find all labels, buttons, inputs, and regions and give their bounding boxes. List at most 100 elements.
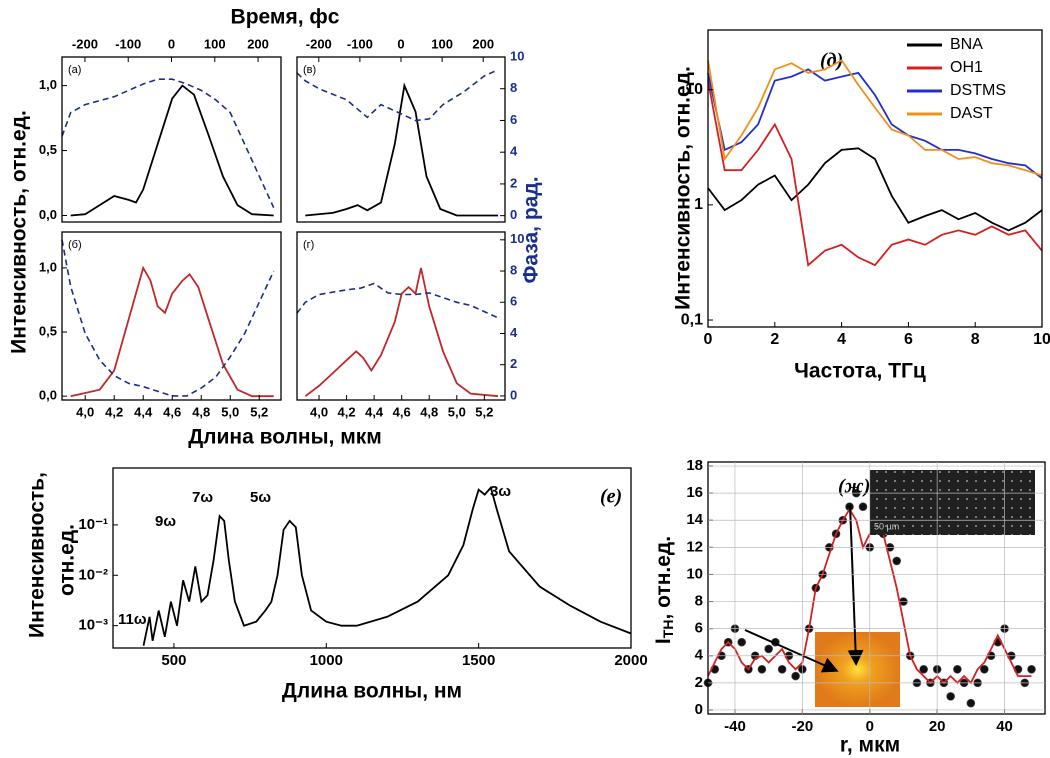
x-tick-label: 4,0 xyxy=(310,404,328,419)
y2-tick-label: 4 xyxy=(510,144,518,159)
y-tick-label: 14 xyxy=(686,511,703,528)
panel-label: (ж) xyxy=(838,476,870,498)
data-point xyxy=(919,664,928,674)
panel-label: (б) xyxy=(68,239,82,251)
data-line xyxy=(707,68,1043,180)
data-line xyxy=(707,59,1043,177)
annotation: 5ω xyxy=(250,489,271,506)
y-axis-title: отн.ед. xyxy=(56,524,79,596)
y2-tick-label: 0 xyxy=(510,207,517,222)
data-point xyxy=(757,664,767,674)
x-tick-label: 20 xyxy=(929,718,946,735)
y-axis-title: ITH, отн.ед. xyxy=(652,536,676,644)
plot-frame xyxy=(61,56,282,223)
data-line xyxy=(707,80,1043,267)
y-tick-label: 1 xyxy=(694,196,703,213)
x-tick-label: -40 xyxy=(724,718,746,735)
data-point xyxy=(791,671,800,681)
plot-frame xyxy=(707,29,1043,328)
x-tick-label: 1000 xyxy=(310,652,343,669)
x-tick-label: 4,8 xyxy=(192,404,210,419)
plot-frame xyxy=(61,231,282,401)
x-tick-label: 4,0 xyxy=(76,404,94,419)
x-tick-label: 6 xyxy=(904,331,913,348)
panel-label: (а) xyxy=(68,64,81,76)
data-point xyxy=(980,664,989,674)
x-tick-label: 0 xyxy=(704,331,713,348)
x2-tick-label: -100 xyxy=(347,36,373,51)
inset-label: 50 µm xyxy=(874,521,899,531)
y-tick-label: 10⁻³ xyxy=(78,617,108,634)
x-tick-label: 4,2 xyxy=(105,404,123,419)
y-axis-title: Интенсивность, отн.ед. xyxy=(672,66,695,310)
data-line xyxy=(70,84,274,217)
arrow xyxy=(744,629,839,673)
data-line xyxy=(296,68,499,122)
data-line xyxy=(296,282,499,319)
y2-tick-label: 0 xyxy=(510,387,517,402)
data-point xyxy=(946,692,955,701)
y-axis-title: Интенсивность, отн.ед. xyxy=(8,110,31,354)
x2-tick-label: 100 xyxy=(204,36,226,51)
x-axis-title: Длина волны, нм xyxy=(282,680,462,703)
panel-label: (е) xyxy=(600,486,622,508)
data-point xyxy=(858,502,868,512)
y-tick-label: 10 xyxy=(686,565,703,582)
x-tick-label: 1500 xyxy=(462,652,495,669)
data-line xyxy=(707,147,1043,232)
y2-tick-label: 6 xyxy=(510,112,517,127)
y-tick-label: 0,5 xyxy=(39,142,57,157)
legend-label: OH1 xyxy=(950,59,983,76)
x-tick-label: -20 xyxy=(792,718,814,735)
x-tick-label: 5,0 xyxy=(448,404,466,419)
panel-label: (д) xyxy=(820,50,843,72)
legend-label: BNA xyxy=(950,36,983,53)
legend-label: DAST xyxy=(950,105,993,122)
y-tick-label: 10 xyxy=(685,81,703,98)
y2-tick-label: 8 xyxy=(510,80,517,95)
inset-dots xyxy=(870,470,1035,535)
data-line xyxy=(142,485,632,646)
y-tick-label: 4 xyxy=(695,647,704,664)
x-tick-label: 8 xyxy=(971,331,980,348)
data-line xyxy=(61,239,275,397)
y-tick-label: 0,5 xyxy=(39,323,57,338)
x-tick-label: 2 xyxy=(770,331,779,348)
y2-tick-label: 10 xyxy=(510,231,524,246)
x-tick-label: 500 xyxy=(161,652,186,669)
y-tick-label: 18 xyxy=(686,457,703,474)
x-tick-label: 5,2 xyxy=(475,404,493,419)
x2-tick-label: 0 xyxy=(168,36,175,51)
x-tick-label: 4,8 xyxy=(420,404,438,419)
y-tick-label: 1,0 xyxy=(39,259,57,274)
y2-tick-label: 2 xyxy=(510,356,517,371)
y2-axis-title: Фаза, рад. xyxy=(520,176,543,283)
panel-label: (в) xyxy=(303,64,316,76)
x-tick-label: 4,4 xyxy=(134,404,153,419)
y-tick-label: 0,0 xyxy=(39,207,57,222)
annotation: 9ω xyxy=(155,513,176,530)
x-tick-label: 4,6 xyxy=(163,404,181,419)
x-tick-label: 4,6 xyxy=(393,404,411,419)
y-axis-title: Интенсивность, xyxy=(26,472,49,638)
inset-image xyxy=(815,632,900,707)
y2-tick-label: 2 xyxy=(510,175,517,190)
x-tick-label: 4 xyxy=(837,331,846,348)
x-tick-label: 4,4 xyxy=(365,404,384,419)
inset-images: 50 µm xyxy=(744,470,1035,707)
x-tick-label: 10 xyxy=(1033,331,1050,348)
x-tick-label: 4,2 xyxy=(338,404,356,419)
plot-frame xyxy=(296,56,506,223)
y-tick-label: 2 xyxy=(695,674,703,691)
x2-tick-label: 200 xyxy=(472,36,494,51)
y-tick-label: 10⁻¹ xyxy=(78,516,108,533)
annotation: 7ω xyxy=(192,489,213,506)
y-tick-label: 0,1 xyxy=(681,311,703,328)
panel-label: (г) xyxy=(303,239,314,251)
x-tick-label: 0 xyxy=(866,718,874,735)
y-tick-label: 0 xyxy=(695,701,703,718)
data-point xyxy=(764,644,773,654)
y2-tick-label: 6 xyxy=(510,294,517,309)
y2-tick-label: 10 xyxy=(510,48,524,63)
